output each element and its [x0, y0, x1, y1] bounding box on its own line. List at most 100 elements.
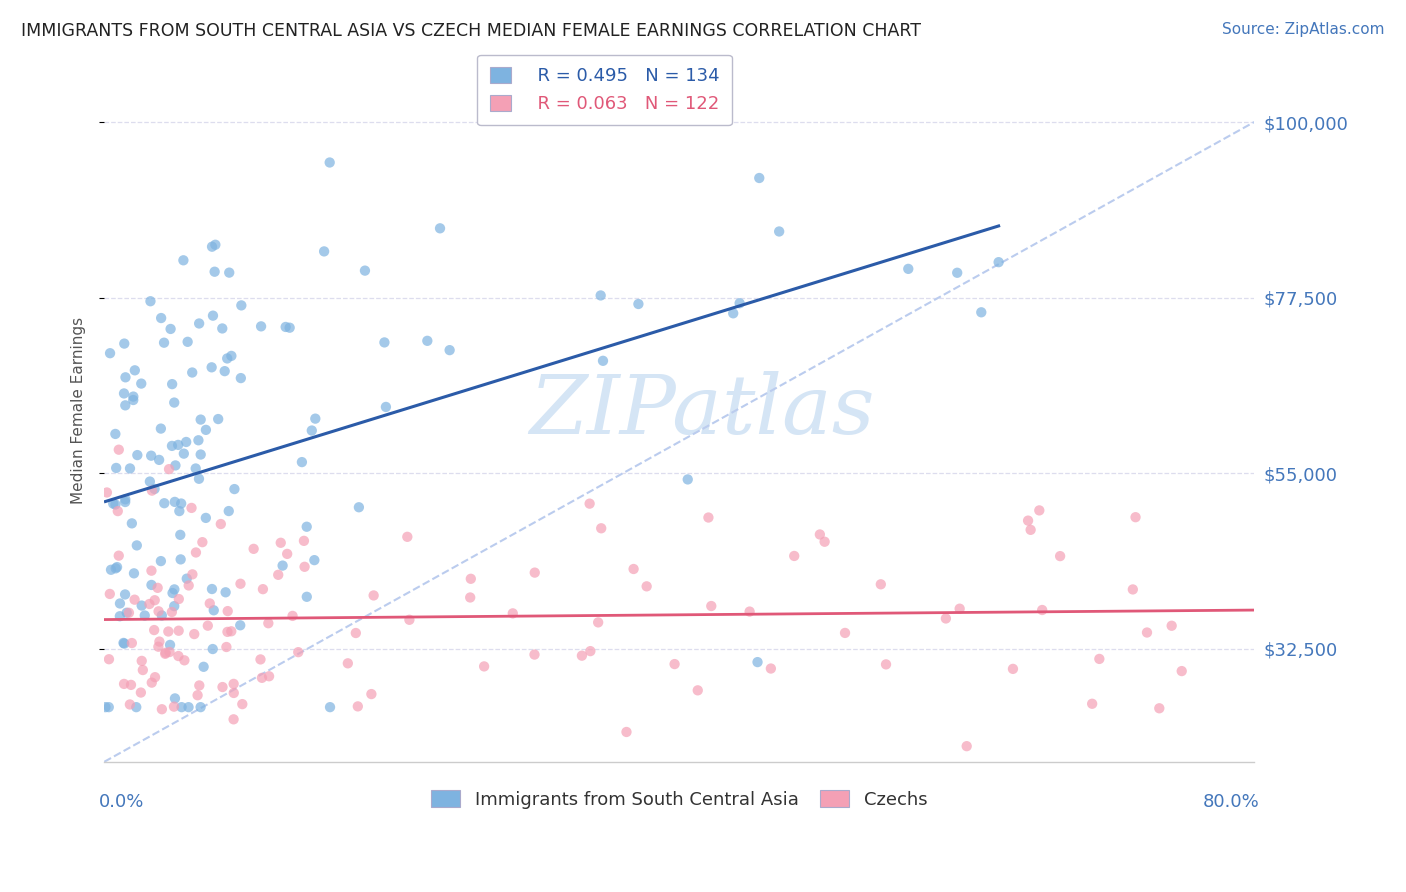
Point	[270, 535, 292, 549]
Point	[108, 597, 131, 611]
Point	[218, 504, 240, 518]
Point	[987, 255, 1010, 269]
Point	[319, 700, 342, 714]
Point	[115, 606, 138, 620]
Point	[163, 495, 186, 509]
Point	[295, 520, 318, 534]
Point	[346, 699, 368, 714]
Point	[163, 599, 186, 614]
Point	[177, 578, 200, 592]
Point	[523, 648, 546, 662]
Point	[214, 585, 236, 599]
Point	[1160, 619, 1182, 633]
Point	[875, 657, 897, 672]
Point	[759, 661, 782, 675]
Point	[107, 504, 129, 518]
Point	[721, 306, 744, 320]
Point	[249, 652, 271, 666]
Point	[155, 646, 177, 660]
Point	[148, 453, 170, 467]
Point	[191, 535, 214, 549]
Point	[114, 370, 136, 384]
Point	[194, 511, 217, 525]
Text: 0.0%: 0.0%	[98, 793, 143, 812]
Point	[198, 597, 221, 611]
Point	[120, 678, 142, 692]
Point	[149, 421, 172, 435]
Point	[100, 563, 122, 577]
Point	[114, 495, 136, 509]
Point	[1122, 582, 1144, 597]
Point	[124, 592, 146, 607]
Point	[1028, 503, 1050, 517]
Point	[127, 448, 149, 462]
Point	[204, 265, 226, 279]
Point	[187, 434, 209, 448]
Point	[141, 675, 163, 690]
Point	[231, 697, 253, 711]
Point	[281, 608, 304, 623]
Point	[970, 305, 993, 319]
Point	[125, 700, 148, 714]
Point	[217, 624, 239, 639]
Point	[160, 605, 183, 619]
Point	[121, 636, 143, 650]
Point	[188, 472, 211, 486]
Point	[295, 590, 318, 604]
Point	[301, 424, 323, 438]
Point	[354, 263, 377, 277]
Point	[623, 562, 645, 576]
Point	[616, 725, 638, 739]
Point	[571, 648, 593, 663]
Point	[458, 591, 481, 605]
Point	[107, 549, 129, 563]
Point	[125, 538, 148, 552]
Point	[700, 599, 723, 613]
Point	[747, 655, 769, 669]
Point	[153, 335, 176, 350]
Point	[1170, 664, 1192, 678]
Point	[143, 623, 166, 637]
Point	[131, 599, 153, 613]
Point	[159, 322, 181, 336]
Point	[591, 521, 613, 535]
Point	[218, 266, 240, 280]
Point	[1081, 697, 1104, 711]
Point	[139, 294, 162, 309]
Point	[219, 624, 242, 639]
Point	[578, 497, 600, 511]
Point	[374, 400, 396, 414]
Point	[834, 626, 856, 640]
Point	[163, 699, 186, 714]
Point	[207, 412, 229, 426]
Point	[373, 335, 395, 350]
Point	[169, 528, 191, 542]
Point	[114, 587, 136, 601]
Point	[170, 496, 193, 510]
Point	[201, 240, 224, 254]
Point	[1088, 652, 1111, 666]
Point	[224, 482, 246, 496]
Point	[551, 99, 574, 113]
Point	[112, 677, 135, 691]
Point	[183, 627, 205, 641]
Point	[148, 604, 170, 618]
Point	[214, 364, 236, 378]
Point	[173, 653, 195, 667]
Point	[160, 377, 183, 392]
Text: Source: ZipAtlas.com: Source: ZipAtlas.com	[1222, 22, 1385, 37]
Point	[956, 739, 979, 754]
Point	[204, 237, 226, 252]
Point	[104, 561, 127, 575]
Point	[112, 336, 135, 351]
Point	[257, 616, 280, 631]
Point	[396, 530, 419, 544]
Point	[686, 683, 709, 698]
Point	[229, 618, 252, 632]
Point	[134, 608, 156, 623]
Point	[180, 500, 202, 515]
Point	[439, 343, 461, 358]
Point	[768, 225, 790, 239]
Point	[162, 586, 184, 600]
Point	[697, 510, 720, 524]
